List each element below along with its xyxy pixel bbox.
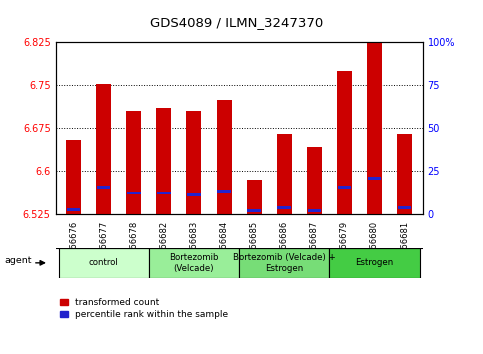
Bar (58, 248, 149, 278)
Bar (216, 100, 231, 214)
Legend: transformed count, percentile rank within the sample: transformed count, percentile rank withi… (60, 298, 228, 319)
Bar (338, 186, 351, 189)
Bar (186, 110, 201, 214)
Bar (398, 206, 412, 209)
Bar (66, 140, 81, 214)
Bar (337, 71, 352, 214)
Bar (126, 111, 142, 214)
Bar (217, 190, 231, 193)
Text: agent: agent (4, 256, 32, 265)
Text: Estrogen: Estrogen (355, 258, 394, 267)
Bar (277, 206, 291, 209)
Text: GDS4089 / ILMN_3247370: GDS4089 / ILMN_3247370 (150, 16, 323, 29)
Bar (277, 134, 292, 214)
Bar (157, 192, 170, 194)
Bar (247, 180, 262, 214)
Bar (239, 248, 329, 278)
Bar (368, 177, 381, 179)
Bar (67, 208, 80, 211)
Bar (156, 108, 171, 214)
Bar (127, 192, 141, 194)
Bar (149, 248, 239, 278)
Bar (367, 32, 382, 214)
Bar (397, 134, 412, 214)
Bar (329, 248, 420, 278)
Bar (187, 193, 201, 195)
Text: control: control (89, 258, 118, 267)
Bar (97, 186, 111, 189)
Bar (307, 147, 322, 214)
Text: Bortezomib
(Velcade): Bortezomib (Velcade) (169, 253, 219, 273)
Bar (96, 84, 111, 214)
Bar (308, 209, 321, 212)
Bar (247, 209, 261, 212)
Text: Bortezomib (Velcade) +
Estrogen: Bortezomib (Velcade) + Estrogen (233, 253, 336, 273)
